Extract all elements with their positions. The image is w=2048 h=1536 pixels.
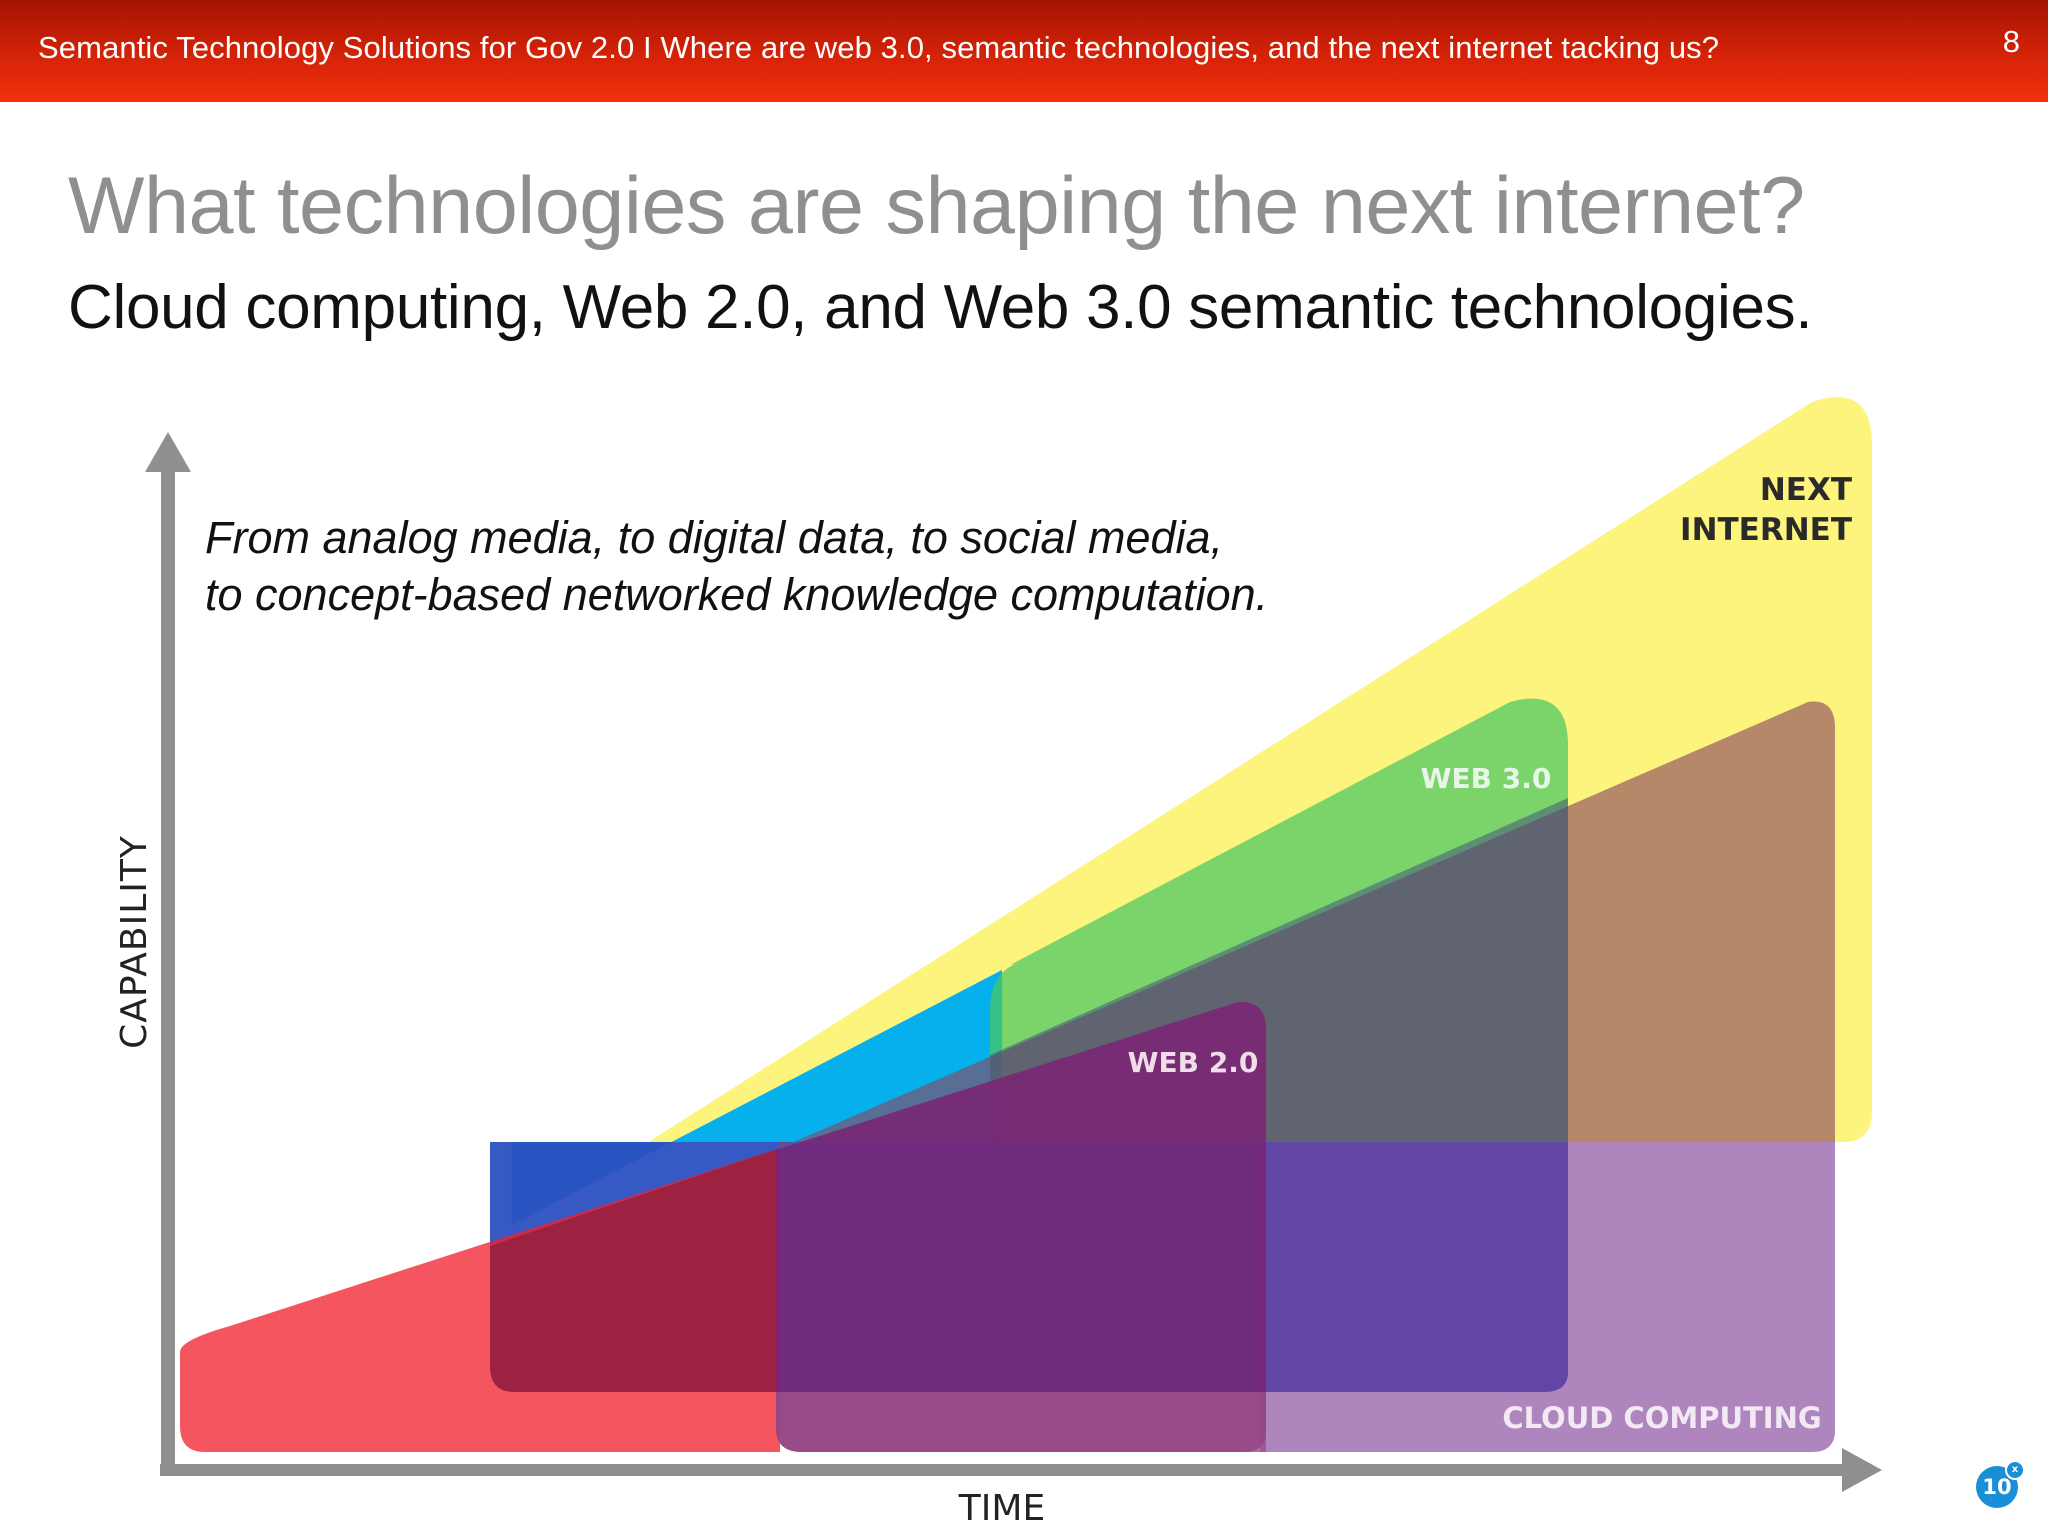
x-axis-label: TIME [958,1488,1045,1529]
y-axis-label: CAPABILITY [114,835,155,1049]
cloud-computing-region [1260,1142,1835,1452]
slide-number: 8 [2002,24,2020,59]
notification-badge[interactable]: 10 [1976,1466,2018,1508]
web2-label: WEB 2.0 [1128,1046,1259,1079]
caption-line-1: From analog media, to digital data, to s… [205,512,1223,563]
web3-label: WEB 3.0 [1421,762,1552,795]
next-internet-label-line2: INTERNET [1680,512,1852,548]
header-bar: Semantic Technology Solutions for Gov 2.… [0,0,2048,102]
mid-red-band [490,1148,780,1392]
y-axis-arrow [145,432,191,472]
close-badge-icon[interactable]: x [2005,1460,2025,1480]
page-title: What technologies are shaping the next i… [68,161,1805,251]
cloud-lower-band [776,1392,1266,1452]
header-title: Semantic Technology Solutions for Gov 2.… [38,30,1720,65]
caption-line-2: to concept-based networked knowledge com… [205,569,1268,620]
web2-region [776,1001,1266,1452]
page-subtitle: Cloud computing, Web 2.0, and Web 3.0 se… [68,273,1813,342]
x-axis-arrow [1842,1448,1882,1492]
next-internet-label-line1: NEXT [1760,472,1852,508]
cloud-computing-label: CLOUD COMPUTING [1502,1401,1821,1435]
